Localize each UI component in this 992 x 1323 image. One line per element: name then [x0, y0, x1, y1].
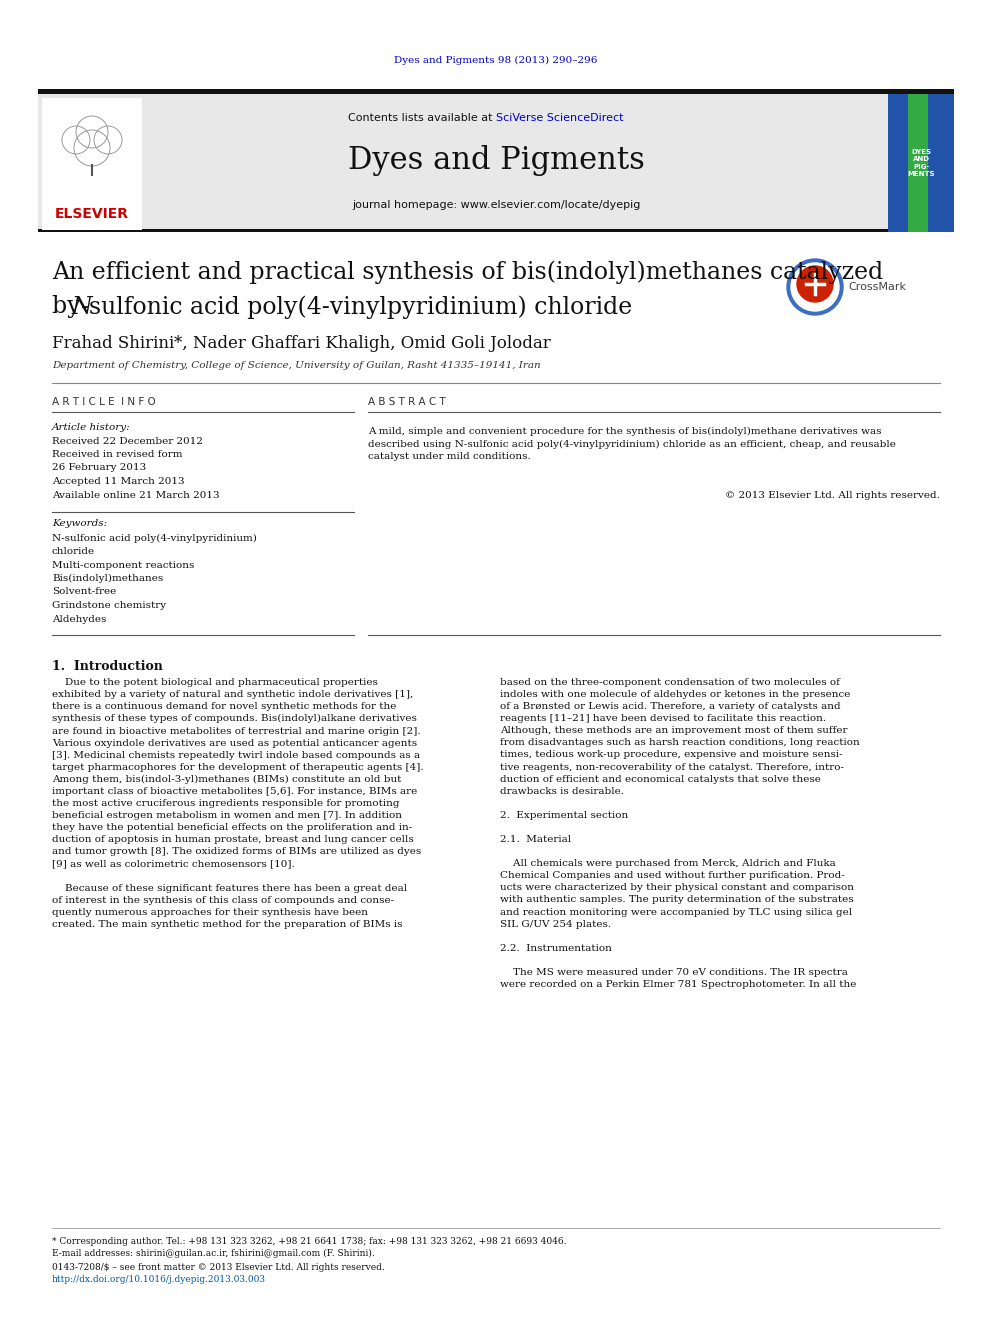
Text: A R T I C L E  I N F O: A R T I C L E I N F O — [52, 397, 156, 407]
Text: An efficient and practical synthesis of bis(indolyl)methanes catalyzed: An efficient and practical synthesis of … — [52, 261, 883, 283]
Text: Aldehydes: Aldehydes — [52, 614, 106, 623]
Text: * Corresponding author. Tel.: +98 131 323 3262, +98 21 6641 1738; fax: +98 131 3: * Corresponding author. Tel.: +98 131 32… — [52, 1237, 566, 1245]
Text: A B S T R A C T: A B S T R A C T — [368, 397, 445, 407]
Text: Keywords:: Keywords: — [52, 520, 107, 528]
Text: Due to the potent biological and pharmaceutical properties
exhibited by a variet: Due to the potent biological and pharmac… — [52, 677, 424, 929]
Text: Bis(indolyl)methanes: Bis(indolyl)methanes — [52, 574, 164, 583]
Text: A mild, simple and convenient procedure for the synthesis of bis(indolyl)methane: A mild, simple and convenient procedure … — [368, 427, 896, 462]
Text: © 2013 Elsevier Ltd. All rights reserved.: © 2013 Elsevier Ltd. All rights reserved… — [725, 491, 940, 500]
Bar — [38, 89, 954, 94]
Text: -sulfonic acid poly(4-vinylpyridinium) chloride: -sulfonic acid poly(4-vinylpyridinium) c… — [81, 295, 632, 319]
Text: ELSEVIER: ELSEVIER — [55, 206, 129, 221]
Text: SciVerse ScienceDirect: SciVerse ScienceDirect — [496, 112, 624, 123]
Bar — [42, 98, 142, 230]
Text: Dyes and Pigments: Dyes and Pigments — [347, 144, 645, 176]
Bar — [38, 94, 954, 232]
Text: chloride: chloride — [52, 546, 95, 556]
Text: 26 February 2013: 26 February 2013 — [52, 463, 146, 472]
Text: Grindstone chemistry: Grindstone chemistry — [52, 601, 166, 610]
Text: 0143-7208/$ – see front matter © 2013 Elsevier Ltd. All rights reserved.: 0143-7208/$ – see front matter © 2013 El… — [52, 1262, 385, 1271]
Text: Department of Chemistry, College of Science, University of Guilan, Rasht 41335–1: Department of Chemistry, College of Scie… — [52, 360, 541, 369]
Circle shape — [787, 259, 843, 315]
Text: http://dx.doi.org/10.1016/j.dyepig.2013.03.003: http://dx.doi.org/10.1016/j.dyepig.2013.… — [52, 1275, 266, 1285]
Circle shape — [797, 266, 833, 302]
Text: Solvent-free: Solvent-free — [52, 587, 116, 597]
Bar — [38, 229, 954, 232]
Text: N-sulfonic acid poly(4-vinylpyridinium): N-sulfonic acid poly(4-vinylpyridinium) — [52, 533, 257, 542]
Text: Received in revised form: Received in revised form — [52, 450, 183, 459]
Text: CrossMark: CrossMark — [848, 282, 906, 292]
Text: 1.  Introduction: 1. Introduction — [52, 660, 163, 673]
Text: based on the three-component condensation of two molecules of
indoles with one m: based on the three-component condensatio… — [500, 677, 860, 990]
Text: by: by — [52, 295, 88, 319]
Text: Accepted 11 March 2013: Accepted 11 March 2013 — [52, 478, 185, 486]
Bar — [908, 94, 928, 232]
Text: Frahad Shirini: Frahad Shirini — [52, 335, 175, 352]
Circle shape — [791, 263, 839, 311]
Text: E-mail addresses: shirini@guilan.ac.ir, fshirini@gmail.com (F. Shirini).: E-mail addresses: shirini@guilan.ac.ir, … — [52, 1249, 375, 1258]
Text: Article history:: Article history: — [52, 422, 131, 431]
Text: Dyes and Pigments 98 (2013) 290–296: Dyes and Pigments 98 (2013) 290–296 — [394, 56, 598, 65]
Text: journal homepage: www.elsevier.com/locate/dyepig: journal homepage: www.elsevier.com/locat… — [352, 200, 640, 210]
Text: Available online 21 March 2013: Available online 21 March 2013 — [52, 491, 219, 500]
Bar — [888, 94, 954, 232]
Text: *, Nader Ghaffari Khaligh, Omid Goli Jolodar: *, Nader Ghaffari Khaligh, Omid Goli Jol… — [174, 335, 551, 352]
Text: N: N — [71, 295, 91, 319]
Text: Received 22 December 2012: Received 22 December 2012 — [52, 437, 203, 446]
Text: DYES
AND
PIG-
MENTS: DYES AND PIG- MENTS — [908, 148, 934, 177]
Text: Contents lists available at: Contents lists available at — [348, 112, 496, 123]
Text: Multi-component reactions: Multi-component reactions — [52, 561, 194, 569]
